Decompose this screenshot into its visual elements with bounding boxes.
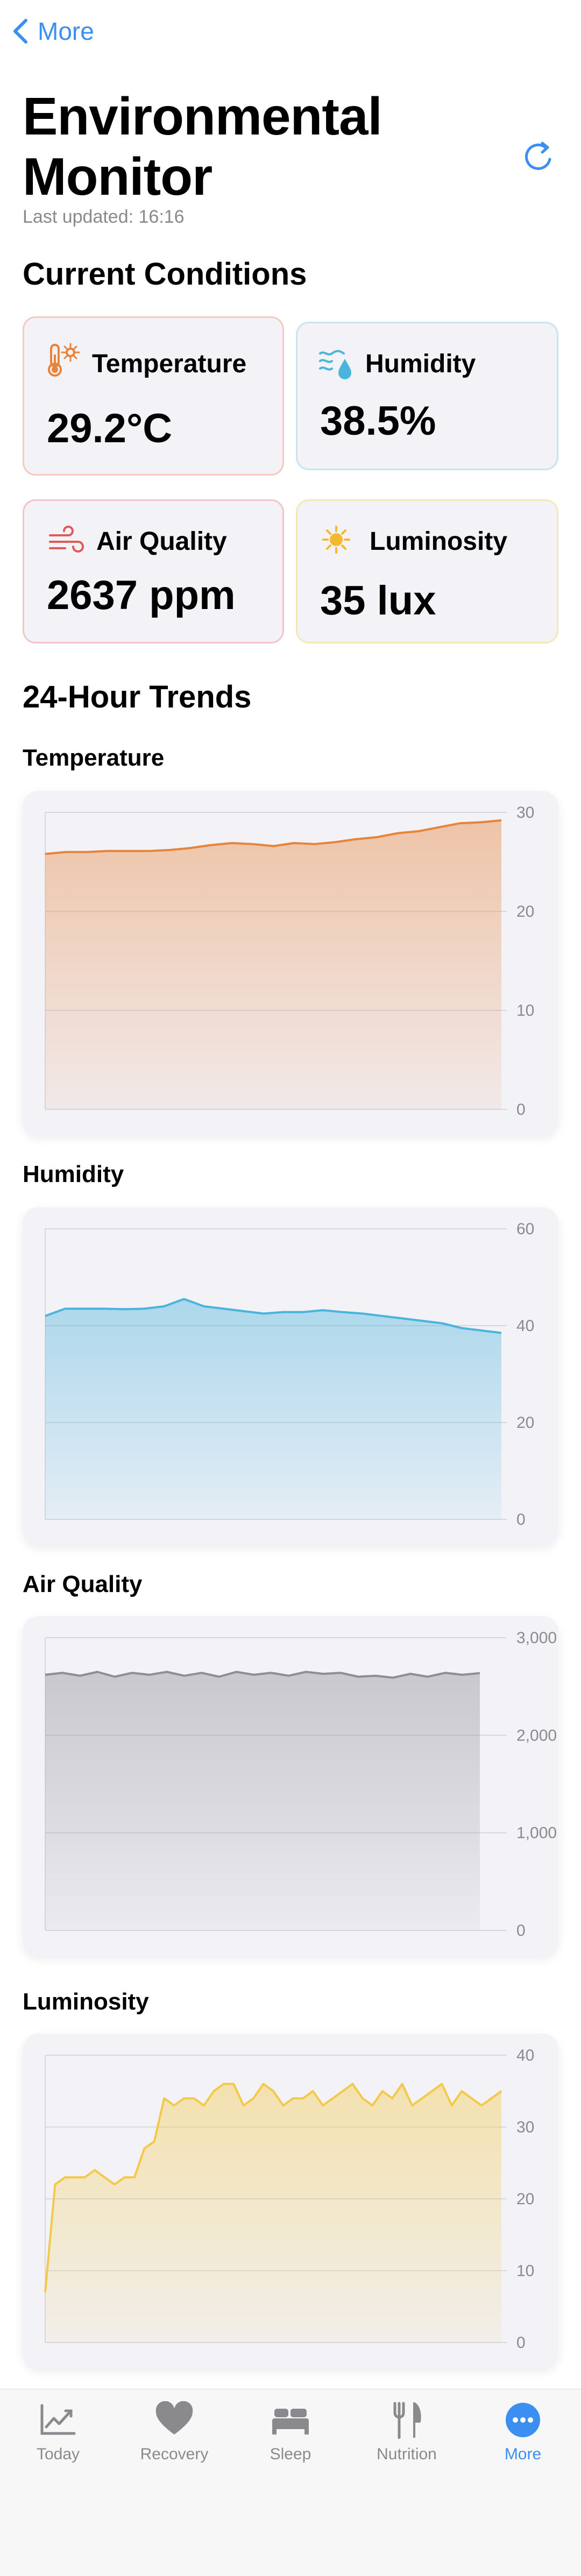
y-tick-label: 20 — [516, 1414, 534, 1432]
y-tick-label: 30 — [516, 804, 534, 822]
series-area — [45, 1672, 480, 1930]
y-tick-label: 0 — [516, 1922, 526, 1940]
tab-nutrition[interactable]: Nutrition — [349, 2401, 465, 2464]
y-tick-label: 20 — [516, 2190, 534, 2208]
temperature-card: Temperature 29.2°C — [23, 316, 284, 476]
more-icon — [506, 2403, 540, 2437]
tab-recovery[interactable]: Recovery — [116, 2401, 232, 2464]
tab-sleep[interactable]: Sleep — [232, 2401, 349, 2464]
luminosity-card: Luminosity 35 lux — [296, 499, 558, 643]
y-tick-label: 10 — [516, 2262, 534, 2280]
y-tick-label: 20 — [516, 903, 534, 921]
tab-nutrition-label: Nutrition — [377, 2445, 437, 2463]
refresh-icon[interactable] — [521, 138, 558, 175]
air-quality-chart-title: Air Quality — [23, 1571, 143, 1597]
temperature-chart-title: Temperature — [23, 745, 165, 771]
series-line — [45, 819, 502, 855]
y-tick-label: 2,000 — [516, 1726, 557, 1744]
air-quality-label: Air Quality — [96, 527, 227, 556]
series-area — [45, 2084, 501, 2343]
series-line — [45, 1671, 480, 1679]
y-tick-label: 0 — [516, 1101, 526, 1119]
luminosity-chart: 0 10 20 30 40 — [23, 2034, 558, 2368]
luminosity-chart-title: Luminosity — [23, 1988, 149, 2015]
thermometer-sun-icon — [48, 343, 80, 377]
humidity-label: Humidity — [365, 350, 476, 378]
tab-sleep-label: Sleep — [270, 2445, 311, 2463]
fork-knife-icon — [393, 2402, 421, 2439]
y-tick-label: 0 — [516, 2334, 526, 2352]
back-button[interactable]: More — [12, 15, 94, 47]
humidity-chart-title: Humidity — [23, 1161, 124, 1187]
humidity-value: 38.5% — [320, 398, 436, 444]
series-line — [44, 2083, 502, 2292]
chart-icon — [40, 2404, 76, 2435]
temperature-value: 29.2°C — [47, 406, 173, 451]
section-current-title: Current Conditions — [23, 257, 307, 292]
air-quality-value: 2637 ppm — [47, 572, 236, 618]
air-quality-chart: 0 1,000 2,000 3,000 — [23, 1616, 558, 1956]
back-label: More — [38, 17, 94, 45]
luminosity-value: 35 lux — [320, 578, 436, 624]
section-trends-title: 24-Hour Trends — [23, 680, 252, 714]
series-area — [45, 820, 501, 1109]
tab-today[interactable]: Today — [0, 2401, 116, 2464]
y-tick-label: 40 — [516, 2047, 534, 2064]
wind-icon — [49, 526, 84, 553]
chevron-left-icon — [13, 19, 27, 44]
temperature-label: Temperature — [92, 350, 247, 378]
y-tick-label: 60 — [516, 1220, 534, 1238]
sun-icon — [322, 526, 350, 554]
humidity-chart: 0 20 40 60 — [23, 1207, 558, 1545]
y-tick-label: 30 — [516, 2119, 534, 2136]
tab-bar: Today Recovery Sleep Nutrition More — [0, 2389, 581, 2576]
y-tick-label: 3,000 — [516, 1629, 557, 1647]
y-tick-label: 0 — [516, 1511, 526, 1528]
page-title: Environmental Monitor — [23, 87, 382, 206]
y-tick-label: 40 — [516, 1317, 534, 1335]
tab-today-label: Today — [36, 2445, 80, 2463]
series-area — [45, 1299, 501, 1519]
bed-icon — [272, 2409, 309, 2435]
air-quality-card: Air Quality 2637 ppm — [23, 499, 284, 643]
tab-more[interactable]: More — [465, 2401, 581, 2464]
series-line — [45, 1298, 502, 1334]
tab-more-label: More — [504, 2445, 542, 2463]
y-tick-label: 10 — [516, 1002, 534, 1020]
heart-icon — [155, 2401, 193, 2435]
tab-recovery-label: Recovery — [140, 2445, 209, 2463]
luminosity-label: Luminosity — [370, 527, 508, 556]
humidity-icon — [319, 350, 351, 379]
y-tick-label: 1,000 — [516, 1824, 557, 1842]
temperature-chart: 0 10 20 30 — [23, 791, 558, 1135]
last-updated: Last updated: 16:16 — [23, 207, 185, 227]
humidity-card: Humidity 38.5% — [296, 322, 558, 470]
